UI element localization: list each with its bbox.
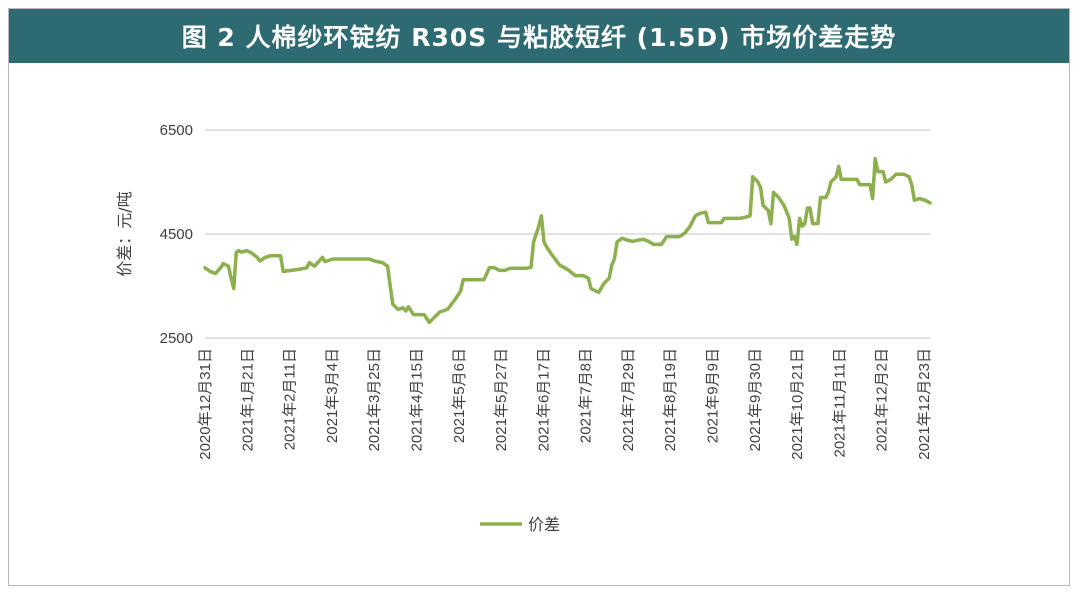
x-tick-label: 2021年6月17日 — [535, 348, 552, 451]
x-tick-label: 2021年3月25日 — [366, 348, 383, 451]
title-bar: 图 2 人棉纱环锭纺 R30S 与粘胶短纤 (1.5D) 市场价差走势 — [9, 9, 1069, 63]
x-tick-label: 2021年12月2日 — [874, 348, 891, 451]
legend-label: 价差 — [528, 515, 560, 534]
x-tick-label: 2021年9月9日 — [705, 348, 722, 443]
x-tick-label: 2021年11月11日 — [831, 348, 848, 458]
x-tick-label: 2021年7月29日 — [620, 348, 637, 451]
x-tick-label: 2021年7月8日 — [578, 348, 595, 443]
y-tick-label: 2500 — [160, 330, 193, 347]
x-tick-label: 2021年4月15日 — [408, 348, 425, 451]
x-tick-label: 2021年12月23日 — [916, 348, 933, 460]
x-tick-label: 2020年12月31日 — [197, 348, 214, 460]
x-tick-label: 2021年5月27日 — [493, 348, 510, 451]
y-tick-label: 6500 — [160, 122, 193, 139]
y-axis-label: 价差：元/吨 — [115, 191, 134, 276]
x-tick-label: 2021年3月4日 — [324, 348, 341, 443]
x-tick-label: 2021年10月21日 — [789, 348, 806, 460]
chart-frame: 图 2 人棉纱环锭纺 R30S 与粘胶短纤 (1.5D) 市场价差走势 — [8, 8, 1070, 586]
x-tick-label: 2021年1月21日 — [239, 348, 256, 451]
x-tick-label: 2021年5月6日 — [451, 348, 468, 443]
x-tick-label: 2021年9月30日 — [747, 348, 764, 451]
y-tick-label: 4500 — [160, 226, 193, 243]
series-line — [203, 156, 932, 325]
chart-title: 图 2 人棉纱环锭纺 R30S 与粘胶短纤 (1.5D) 市场价差走势 — [181, 23, 897, 52]
x-tick-label: 2021年8月19日 — [662, 348, 679, 451]
x-tick-label: 2021年2月11日 — [282, 348, 299, 450]
